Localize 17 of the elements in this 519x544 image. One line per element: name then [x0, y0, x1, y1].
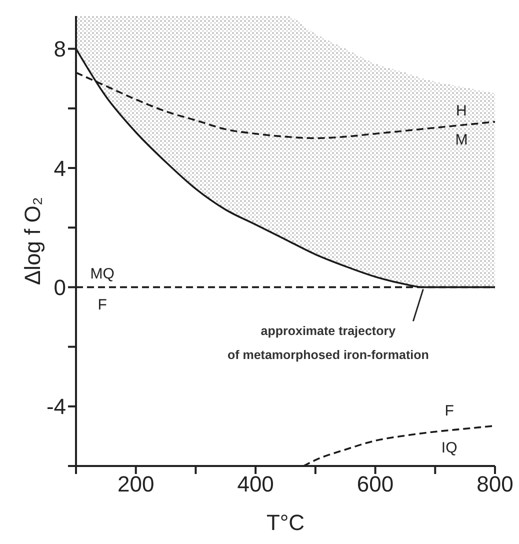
y-tick-label: 4	[54, 156, 66, 181]
annotation: MQ	[90, 265, 114, 282]
annotation: F	[444, 402, 454, 420]
annotation: IQ	[441, 440, 458, 456]
x-tick-label: 800	[476, 472, 514, 497]
annotation: H	[456, 102, 467, 120]
annotation: F	[98, 296, 107, 314]
y-tick-label: 8	[54, 36, 66, 62]
x-tick-label: 600	[356, 472, 394, 497]
annotation: M	[455, 131, 468, 148]
y-tick-label: -4	[46, 394, 66, 420]
y-tick-label: 0	[54, 275, 66, 300]
x-tick-label: 400	[237, 472, 274, 497]
x-tick-label: 200	[118, 472, 154, 497]
x-axis-title: T°C	[266, 510, 305, 535]
y-axis-title: Δlog f O₂	[20, 196, 44, 286]
annotation: approximate trajectory of metamorphosed iron-formation	[227, 324, 429, 362]
